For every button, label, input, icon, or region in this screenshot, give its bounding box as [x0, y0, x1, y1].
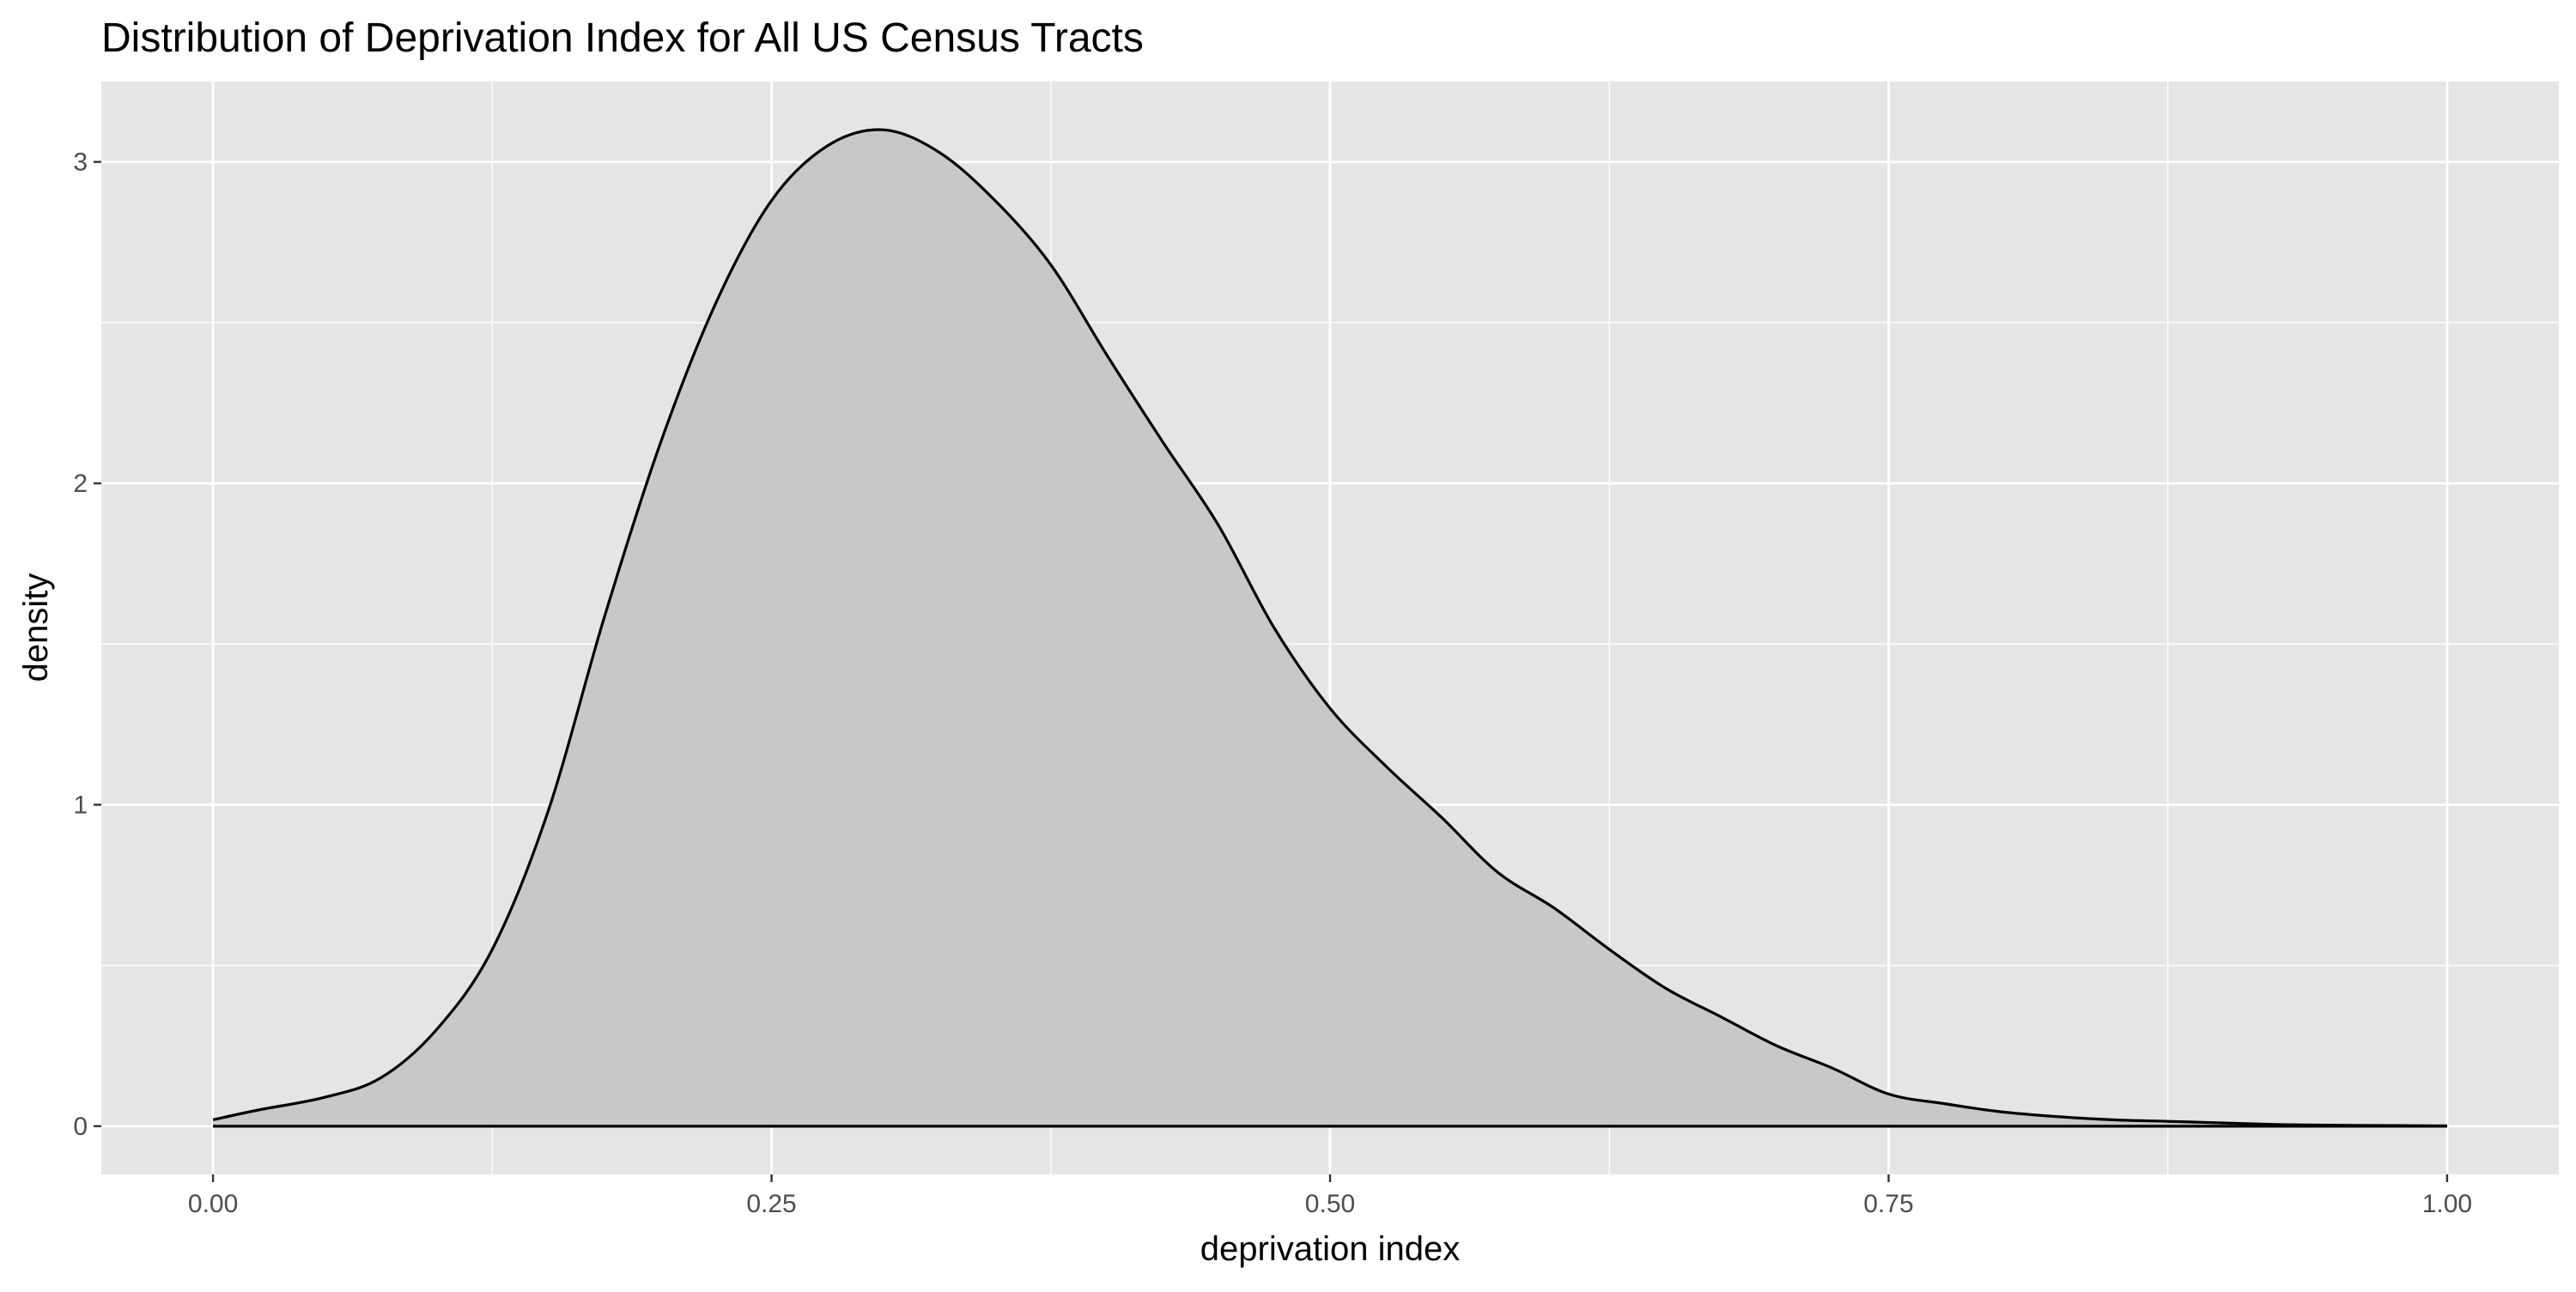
y-tick-label: 1: [73, 791, 88, 819]
y-tick-label: 3: [73, 149, 88, 177]
density-area-fill: [213, 130, 2447, 1126]
x-tick-label: 0.00: [188, 1190, 238, 1218]
chart-title: Distribution of Deprivation Index for Al…: [101, 15, 1144, 61]
density-layer: [212, 128, 2447, 1128]
y-tick-label: 2: [73, 470, 88, 498]
density-curve-line: [212, 128, 2447, 1128]
x-tick-label: 0.75: [1863, 1190, 1913, 1218]
y-tick-label: 0: [73, 1113, 88, 1141]
x-tick-label: 0.50: [1305, 1190, 1355, 1218]
y-axis-title: density: [17, 573, 55, 682]
x-axis: 0.00 0.25 0.50 0.75 1.00: [188, 1174, 2472, 1218]
x-axis-title: deprivation index: [1200, 1230, 1460, 1268]
y-axis: 0 1 2 3: [73, 149, 101, 1141]
x-tick-label: 0.25: [746, 1190, 796, 1218]
x-tick-label: 1.00: [2422, 1190, 2472, 1218]
